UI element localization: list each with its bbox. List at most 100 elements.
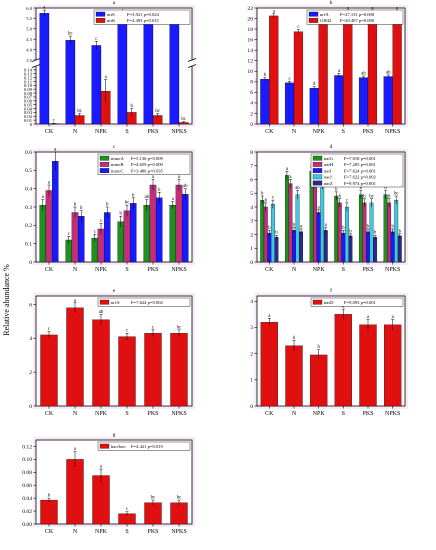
- significance-letter: a: [338, 69, 341, 74]
- significance-letter: bc: [369, 194, 374, 199]
- bar: [40, 499, 58, 525]
- x-tick-label: NPKS: [385, 129, 400, 135]
- significance-letter: b: [360, 186, 363, 191]
- legend-series-name: mmoC: [111, 168, 124, 173]
- significance-letter: c: [68, 232, 70, 237]
- plot-frame: [35, 295, 193, 407]
- bar: [274, 237, 279, 263]
- y-tick-label: 0.5: [25, 168, 32, 174]
- x-tick-label: NPK: [95, 267, 108, 273]
- legend-swatch: [99, 168, 110, 173]
- significance-letter: b: [106, 203, 109, 208]
- significance-letter: b: [339, 194, 342, 199]
- bar: [295, 194, 300, 263]
- bar: [334, 314, 352, 407]
- y-tick-label: 0.3: [25, 205, 32, 211]
- significance-letter: bc: [177, 325, 182, 330]
- x-tick-label: NPK: [95, 411, 108, 417]
- bar: [40, 334, 58, 407]
- y-tick-label: 2: [250, 232, 253, 238]
- y-tick-label: 0.1: [25, 241, 32, 247]
- bar: [337, 202, 342, 263]
- y-tick-label: 22: [247, 6, 253, 12]
- figure-ylabel: Relative abundance %: [2, 264, 11, 336]
- x-tick-label: N: [292, 267, 297, 273]
- significance-letter: a: [54, 148, 57, 153]
- legend-stat: F=4.659 p=0.000: [131, 162, 164, 167]
- bar: [149, 184, 157, 263]
- x-tick-label: NPK: [313, 411, 326, 417]
- significance-letter: a: [172, 197, 175, 202]
- panel-a: 00.010.020.030.040.050.060.070.080.090.1…: [24, 0, 197, 135]
- y-tick-label: 0.6: [25, 150, 32, 156]
- significance-letter: c: [272, 196, 274, 201]
- plot-frame: [256, 7, 406, 125]
- bar: [323, 230, 328, 263]
- bar: [284, 175, 289, 263]
- significance-letter: b: [367, 225, 370, 230]
- y-tick-label: 0.14: [24, 68, 33, 73]
- bar: [169, 205, 177, 263]
- significance-letter: c: [288, 77, 290, 82]
- legend-swatch: [312, 168, 323, 173]
- legend-box: [93, 9, 191, 25]
- axis-break-gap: [32, 60, 196, 66]
- legend-stat: F=20.407 p=0.000: [340, 18, 375, 23]
- legend-swatch: [308, 11, 319, 17]
- y-tick-label: 0.08: [24, 91, 33, 96]
- x-tick-label: N: [73, 267, 78, 273]
- bar: [358, 194, 363, 263]
- significance-letter: bc: [125, 201, 130, 206]
- legend-stat: F=7.624 p=0.001: [344, 168, 377, 173]
- y-tick-label: 0.03: [24, 110, 33, 115]
- axis-break-mark: [31, 58, 41, 62]
- significance-letter: a: [342, 305, 345, 310]
- bar: [77, 216, 85, 263]
- bar: [390, 231, 395, 263]
- y-tick-label: 5.0: [26, 27, 32, 32]
- y-tick-label: 20: [247, 16, 253, 22]
- significance-letter: b: [399, 229, 402, 234]
- legend-swatch: [312, 174, 323, 180]
- bar: [143, 205, 151, 263]
- y-tick-label: 2: [29, 370, 32, 376]
- bar: [144, 333, 162, 407]
- legend-swatch: [312, 162, 323, 167]
- y-tick-label: 0.08: [22, 470, 32, 476]
- legend-stat: F=7.624 p=0.002: [131, 300, 164, 305]
- legend-series-name: mmoA: [111, 156, 124, 161]
- bar: [397, 235, 402, 263]
- y-tick-label: 0.01: [24, 118, 33, 123]
- significance-letter: a: [152, 175, 155, 180]
- y-tick-label: 0.04: [22, 496, 32, 502]
- significance-letter: a: [268, 314, 271, 319]
- y-tick-label: 6: [250, 177, 253, 183]
- x-tick-label: CK: [45, 529, 54, 535]
- bar: [66, 307, 84, 407]
- significance-letter: bc: [77, 109, 82, 114]
- bar: [310, 354, 328, 407]
- significance-letter: b: [388, 194, 391, 199]
- legend-series-name: narH: [324, 162, 334, 167]
- significance-letter: a: [318, 205, 321, 210]
- significance-letter: b: [264, 73, 267, 78]
- plot-frame: [256, 295, 406, 407]
- significance-letter: a: [300, 225, 303, 230]
- legend-swatch: [312, 180, 323, 186]
- panel-d: 012345678baabbbbaabbbbbabbbcabacbcbcbaab…: [250, 144, 408, 273]
- x-tick-label: PKS: [147, 267, 158, 273]
- bar: [117, 18, 128, 125]
- bar: [362, 202, 367, 263]
- y-tick-label: 0.02: [22, 509, 32, 515]
- significance-letter: b: [293, 223, 296, 228]
- significance-letter: bc: [68, 32, 73, 37]
- significance-letter: c: [126, 507, 128, 512]
- bar: [263, 206, 268, 263]
- legend-series-name: nirS: [107, 12, 115, 17]
- legend-stat: F=7.205 p=0.001: [344, 162, 377, 167]
- x-tick-label: S: [125, 411, 128, 417]
- panel-letter: c: [113, 144, 116, 150]
- legend-box: [310, 297, 404, 307]
